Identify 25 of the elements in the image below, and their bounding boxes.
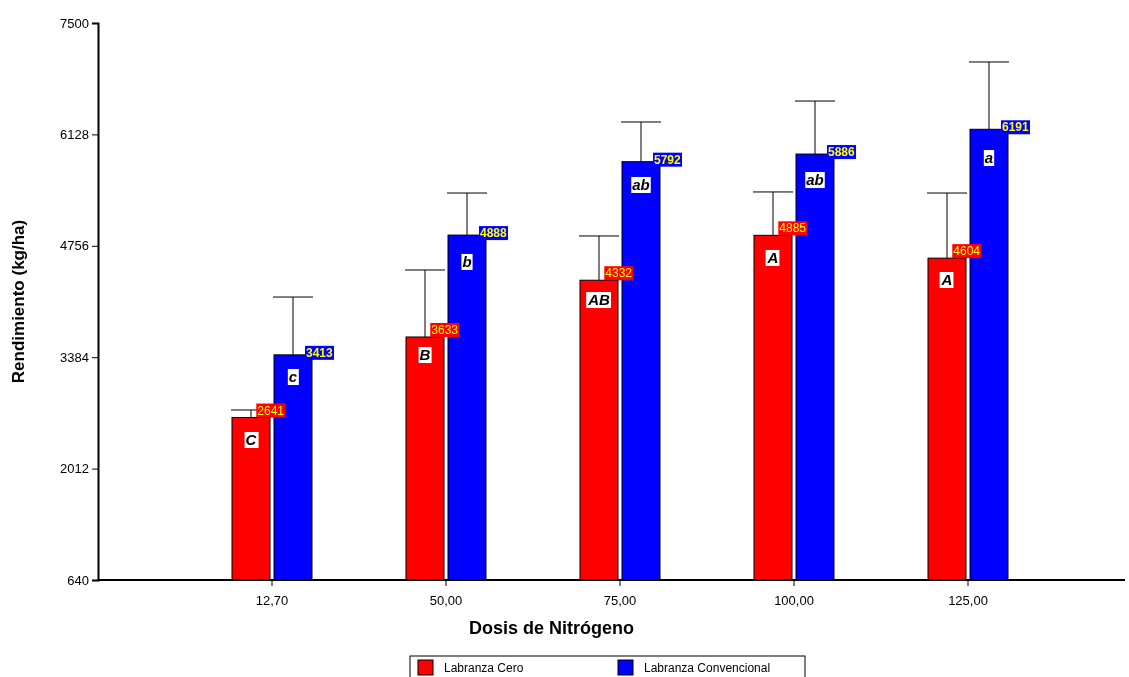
legend-label: Labranza Convencional [644, 661, 771, 675]
x-tick-label: 50,00 [429, 592, 463, 608]
data-label: 2641 [257, 403, 285, 418]
y-axis-title: Rendimiento (kg/ha) [9, 219, 28, 384]
y-tick-label: 3384 [60, 349, 89, 365]
x-tick-label: 12,70 [255, 592, 289, 608]
x-tick-label: 100,00 [774, 592, 814, 608]
data-label: 4888 [480, 226, 508, 241]
y-tick-label: 2012 [60, 461, 89, 477]
y-tick-label: 6128 [60, 127, 89, 143]
data-label: 4885 [779, 221, 807, 236]
legend-label: Labranza Cero [444, 661, 524, 675]
data-label: 4332 [605, 266, 633, 281]
data-label: 5886 [828, 145, 856, 160]
x-axis-title: Dosis de Nitrógeno [468, 618, 635, 638]
y-tick-label: 4756 [60, 238, 89, 254]
data-label: 3413 [306, 345, 334, 360]
data-label: 5792 [654, 152, 682, 167]
x-tick-label: 75,00 [603, 592, 637, 608]
y-tick-label: 640 [67, 572, 89, 588]
data-label: 4604 [953, 244, 981, 259]
data-label: 3633 [431, 322, 459, 337]
x-tick-label: 125,00 [948, 592, 988, 608]
data-label: 6191 [1002, 120, 1030, 135]
y-tick-label: 7500 [60, 15, 89, 31]
